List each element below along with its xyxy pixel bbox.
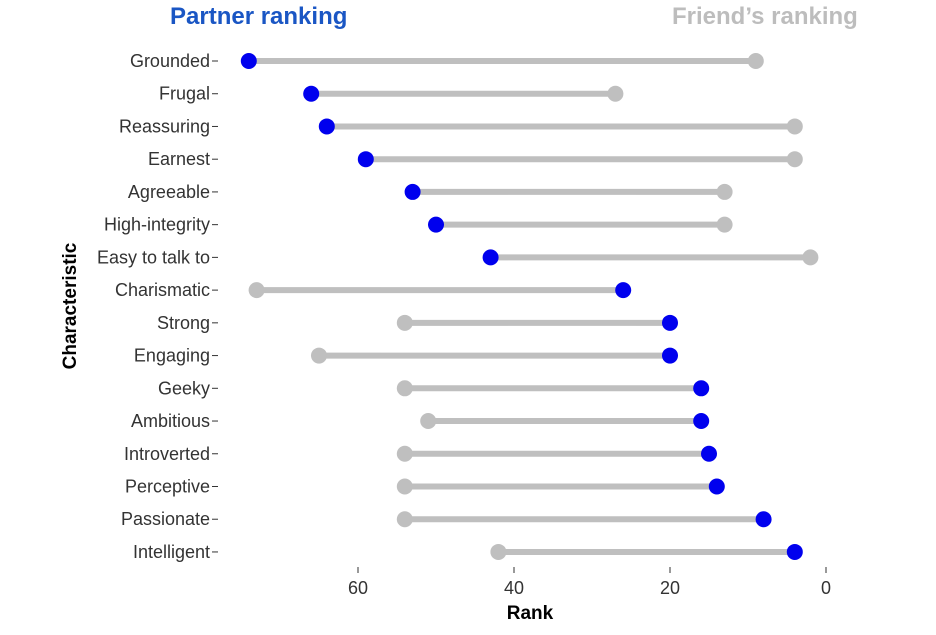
partner-rank-point — [701, 445, 717, 462]
partner-rank-point — [404, 183, 421, 200]
row-introverted: Introverted — [124, 444, 717, 464]
category-label: Ambitious — [131, 411, 210, 431]
friend-rank-point — [786, 151, 803, 168]
row-perceptive: Perceptive — [125, 476, 725, 496]
row-agreeable: Agreeable — [128, 182, 733, 202]
friend-rank-point — [716, 216, 733, 233]
row-engaging: Engaging — [134, 346, 678, 366]
partner-rank-point — [482, 249, 499, 266]
category-label: Easy to talk to — [97, 247, 210, 267]
friend-rank-point — [716, 183, 733, 200]
category-label: Passionate — [121, 509, 210, 529]
row-geeky: Geeky — [158, 378, 710, 398]
partner-rank-point — [662, 347, 678, 364]
category-label: Earnest — [148, 149, 210, 169]
category-label: Charismatic — [115, 280, 210, 300]
legend-partner-title: Partner ranking — [170, 3, 348, 30]
friend-rank-point — [396, 380, 413, 397]
friend-rank-point — [396, 314, 413, 331]
row-charismatic: Charismatic — [115, 280, 632, 300]
friend-rank-point — [802, 249, 819, 266]
row-intelligent: Intelligent — [133, 542, 803, 562]
friend-rank-point — [747, 53, 764, 69]
friend-rank-point — [607, 85, 624, 102]
category-label: Introverted — [124, 444, 210, 464]
row-ambitious: Ambitious — [131, 411, 710, 431]
friend-rank-point — [786, 118, 803, 135]
partner-rank-point — [615, 282, 632, 299]
partner-rank-point — [357, 151, 374, 168]
x-tick-label: 0 — [821, 578, 831, 598]
x-tick-label: 60 — [348, 578, 368, 598]
partner-rank-point — [240, 53, 257, 69]
x-tick-label: 20 — [660, 578, 680, 598]
friend-rank-point — [396, 511, 413, 528]
friend-rank-point — [396, 478, 413, 495]
category-label: High-integrity — [104, 215, 210, 235]
row-frugal: Frugal — [159, 84, 624, 104]
x-axis-title: Rank — [507, 603, 554, 624]
row-passionate: Passionate — [121, 509, 772, 529]
partner-rank-point — [428, 216, 444, 233]
category-label: Perceptive — [125, 476, 210, 496]
row-high-integrity: High-integrity — [104, 215, 733, 235]
friend-rank-point — [396, 445, 413, 462]
x-tick-label: 40 — [504, 578, 524, 598]
friend-rank-point — [248, 282, 265, 299]
category-label: Frugal — [159, 84, 210, 104]
partner-rank-point — [693, 380, 710, 397]
row-reassuring: Reassuring — [119, 116, 803, 136]
row-grounded: Grounded — [130, 51, 764, 71]
partner-rank-point — [303, 85, 320, 102]
legend-friend-title: Friend’s ranking — [672, 3, 858, 30]
partner-rank-point — [755, 511, 772, 528]
partner-rank-point — [662, 314, 678, 331]
row-strong: Strong — [157, 313, 678, 333]
row-easy-to-talk-to: Easy to talk to — [97, 247, 819, 267]
friend-rank-point — [420, 413, 437, 430]
category-label: Intelligent — [133, 542, 210, 562]
friend-rank-point — [311, 347, 327, 364]
y-axis-title: Characteristic — [60, 242, 81, 369]
category-label: Strong — [157, 313, 210, 333]
category-label: Engaging — [134, 346, 210, 366]
friend-rank-point — [490, 543, 507, 560]
partner-rank-point — [708, 478, 725, 495]
category-label: Reassuring — [119, 116, 210, 136]
partner-rank-point — [318, 118, 335, 135]
row-earnest: Earnest — [148, 149, 803, 169]
category-label: Geeky — [158, 378, 210, 398]
partner-rank-point — [786, 543, 803, 560]
partner-rank-point — [693, 413, 710, 430]
category-label: Agreeable — [128, 182, 210, 202]
category-label: Grounded — [130, 51, 210, 71]
